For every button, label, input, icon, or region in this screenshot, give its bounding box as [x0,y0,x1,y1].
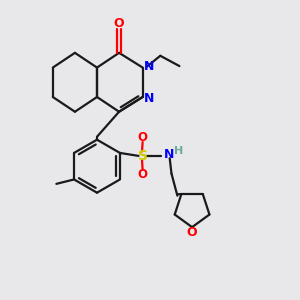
Text: O: O [138,168,148,181]
Text: O: O [114,17,124,31]
Text: O: O [138,130,148,143]
Text: H: H [174,146,183,156]
Text: N: N [144,92,154,105]
Text: O: O [186,226,197,239]
Text: S: S [138,149,148,163]
Text: N: N [144,60,154,73]
Text: N: N [164,148,174,161]
